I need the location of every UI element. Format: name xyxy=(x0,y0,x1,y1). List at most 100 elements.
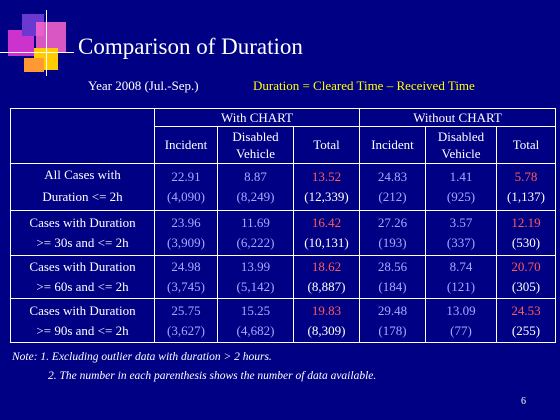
data-cell: 29.48 (178) xyxy=(359,298,426,343)
count: (178) xyxy=(378,322,407,338)
value: 13.09 xyxy=(446,302,476,318)
column-header: Total xyxy=(496,126,556,164)
note: Note: 1. Excluding outlier data with dur… xyxy=(12,351,272,363)
row-label: All Cases with Duration <= 2h xyxy=(10,163,155,211)
data-row: Cases with Duration >= 60s and <= 2h 24.98… xyxy=(10,255,556,299)
count: (193) xyxy=(378,235,407,250)
data-cell: 24.83 (212) xyxy=(359,163,426,211)
data-row: All Cases with Duration <= 2h 22.91 (4,090)… xyxy=(10,163,556,211)
value: 16.42 xyxy=(311,215,342,230)
count: (255) xyxy=(511,322,541,338)
group-header: With CHART xyxy=(154,108,360,127)
value: 29.48 xyxy=(377,302,408,318)
header-row: Incident Disabled Vehicle Total Incident Disa… xyxy=(11,126,556,164)
data-cell: 13.52 (12,339) xyxy=(293,163,360,211)
value: 24.83 xyxy=(377,169,408,184)
count: (10,131) xyxy=(304,235,349,250)
decor-line xyxy=(0,52,74,53)
column-label: Total xyxy=(313,137,340,152)
value: 11.69 xyxy=(241,215,270,230)
value: 8.74 xyxy=(449,259,473,274)
value: 22.91 xyxy=(171,169,201,184)
data-cell: 8.74 (121) xyxy=(425,255,497,299)
count: (77) xyxy=(450,322,472,338)
count: (12,339) xyxy=(304,189,349,204)
count: (337) xyxy=(446,235,476,250)
data-cell: 28.56 (184) xyxy=(359,255,426,299)
header-row: With CHART Without CHART xyxy=(10,108,556,164)
value: 5.78 xyxy=(514,169,538,184)
data-cell: 3.57 (337) xyxy=(425,210,497,256)
value: 18.62 xyxy=(311,259,342,274)
decor xyxy=(24,58,44,72)
column-header: Disabled Vehicle xyxy=(217,126,294,164)
value: 12.19 xyxy=(511,215,541,230)
corner-cell xyxy=(10,108,155,164)
data-cell: 13.99 (5,142) xyxy=(217,255,294,299)
value: 24.98 xyxy=(171,259,201,274)
data-cell: 22.91 (4,090) xyxy=(154,163,218,211)
data-cell: 27.26 (193) xyxy=(359,210,426,256)
data-cell: 13.09 (77) xyxy=(425,298,497,343)
data-cell: 15.25 (4,682) xyxy=(217,298,294,343)
row-label-line: >= 60s and <= 2h xyxy=(36,279,129,294)
decor xyxy=(36,22,66,52)
count: (6,222) xyxy=(236,235,275,250)
data-cell: 24.98 (3,745) xyxy=(154,255,218,299)
row-label-line: All Cases with xyxy=(44,167,121,182)
count: (305) xyxy=(511,279,541,294)
count: (925) xyxy=(446,189,476,204)
row-label-line: Cases with Duration xyxy=(29,215,136,230)
value: 13.99 xyxy=(240,259,271,274)
notes: Note: 1. Excluding outlier data with dur… xyxy=(12,348,376,386)
value: 20.70 xyxy=(511,259,541,274)
row-label: Cases with Duration >= 90s and <= 2h xyxy=(10,298,155,343)
column-header: Total xyxy=(293,126,360,164)
data-cell: 11.69 (6,222) xyxy=(217,210,294,256)
column-label: Incident xyxy=(164,137,208,152)
value: 25.75 xyxy=(171,302,201,318)
data-cell: 8.87 (8,249) xyxy=(217,163,294,211)
value: 27.26 xyxy=(377,215,408,230)
row-label-line: Cases with Duration xyxy=(29,302,136,318)
value: 19.83 xyxy=(311,302,342,318)
data-row: Cases with Duration >= 30s and <= 2h 23.96… xyxy=(10,210,556,256)
count: (184) xyxy=(378,279,407,294)
value: 23.96 xyxy=(171,215,201,230)
data-cell: 1.41 (925) xyxy=(425,163,497,211)
count: (3,627) xyxy=(167,322,205,338)
count: (530) xyxy=(511,235,541,250)
data-row: Cases with Duration >= 90s and <= 2h 25.75… xyxy=(10,298,556,343)
column-header: Incident xyxy=(359,126,426,164)
row-label-line: Cases with Duration xyxy=(29,259,136,274)
decor-line xyxy=(46,10,47,76)
column-label: Vehicle xyxy=(236,146,275,161)
value: 15.25 xyxy=(240,302,271,318)
column-label: Total xyxy=(512,137,540,152)
subtitle: Year 2008 (Jul.-Sep.) xyxy=(88,78,199,93)
title: Comparison of Duration xyxy=(78,34,303,59)
group-label: Without CHART xyxy=(413,110,502,125)
count: (8,309) xyxy=(307,322,346,338)
column-header: Disabled Vehicle xyxy=(425,126,497,164)
data-cell: 16.42 (10,131) xyxy=(293,210,360,256)
data-cell: 18.62 (8,887) xyxy=(293,255,360,299)
group-header: Without CHART xyxy=(359,108,556,127)
data-cell: 12.19 (530) xyxy=(496,210,556,256)
column-label: Vehicle xyxy=(441,146,481,161)
note: 2. The number in each parenthesis shows … xyxy=(48,370,377,382)
group-label: With CHART xyxy=(220,110,293,125)
count: (121) xyxy=(446,279,476,294)
data-cell: 23.96 (3,909) xyxy=(154,210,218,256)
count: (1,137) xyxy=(507,189,545,204)
column-header: Incident xyxy=(154,126,218,164)
definition: Duration = Cleared Time – Received Time xyxy=(253,78,475,93)
value: 28.56 xyxy=(377,259,408,274)
row-label: Cases with Duration >= 30s and <= 2h xyxy=(10,210,155,256)
row-label: Cases with Duration >= 60s and <= 2h xyxy=(10,255,155,299)
data-cell: 19.83 (8,309) xyxy=(293,298,360,343)
row-label-line: Duration <= 2h xyxy=(42,189,123,204)
page-number: 6 xyxy=(521,396,526,407)
value: 1.41 xyxy=(449,169,473,184)
